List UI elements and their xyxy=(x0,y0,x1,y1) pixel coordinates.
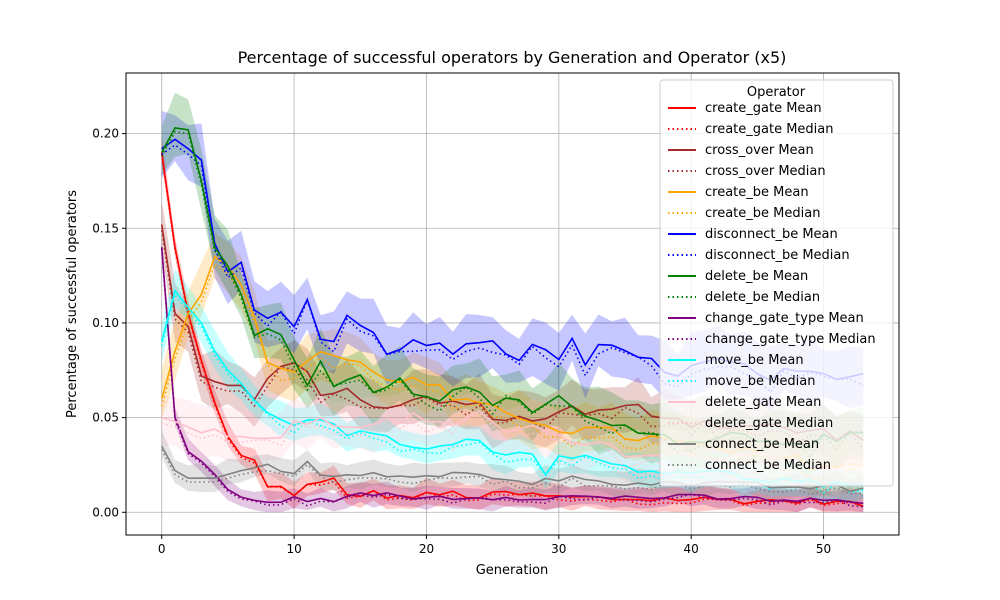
y-tick-label: 0.15 xyxy=(92,221,119,235)
x-axis-ticks: 0 10 20 30 40 50 xyxy=(158,535,831,556)
legend-label-median-create_be: create_be Median xyxy=(705,206,820,221)
legend: Operator create_gate Mean create_gate Med… xyxy=(659,79,894,487)
x-axis-label: Generation xyxy=(476,563,549,578)
legend-title: Operator xyxy=(747,85,806,100)
legend-label-median-delete_be: delete_be Median xyxy=(705,290,820,305)
x-tick-label: 40 xyxy=(684,542,699,556)
legend-label-mean-cross_over: cross_over Mean xyxy=(705,143,814,158)
legend-label-mean-connect_be: connect_be Mean xyxy=(705,437,819,452)
y-tick-label: 0.05 xyxy=(92,411,119,425)
legend-label-median-delete_gate: delete_gate Median xyxy=(705,416,833,431)
legend-label-mean-disconnect_be: disconnect_be Mean xyxy=(705,227,838,242)
median-line-move_be xyxy=(160,292,864,495)
mean-line-change_gate_type xyxy=(160,247,864,505)
plot-frame xyxy=(125,72,900,536)
legend-label-mean-change_gate_type: change_gate_type Mean xyxy=(705,311,864,326)
legend-label-mean-delete_gate: delete_gate Mean xyxy=(705,395,821,410)
legend-label-mean-delete_be: delete_be Mean xyxy=(705,269,808,284)
x-tick-label: 30 xyxy=(551,542,566,556)
legend-label-median-create_gate: create_gate Median xyxy=(705,122,834,137)
mean-line-create_gate xyxy=(160,152,864,507)
median-line-connect_be xyxy=(160,449,864,496)
median-line-change_gate_type xyxy=(160,249,864,508)
legend-box xyxy=(659,79,894,487)
band-delete_be xyxy=(161,92,864,481)
legend-label-mean-move_be: move_be Mean xyxy=(705,353,804,368)
chart-title: Percentage of successful operators by Ge… xyxy=(238,48,787,67)
legend-label-mean-create_be: create_be Mean xyxy=(705,185,809,200)
y-tick-label: 0.10 xyxy=(92,316,119,330)
legend-label-median-connect_be: connect_be Median xyxy=(705,458,831,473)
legend-label-median-disconnect_be: disconnect_be Median xyxy=(705,248,850,263)
y-tick-label: 0.00 xyxy=(92,505,119,519)
y-tick-label: 0.20 xyxy=(92,127,119,141)
y-axis-ticks: 0.00 0.05 0.10 0.15 0.20 xyxy=(92,127,126,519)
x-tick-label: 10 xyxy=(286,542,301,556)
legend-label-median-cross_over: cross_over Median xyxy=(705,164,826,179)
x-tick-label: 20 xyxy=(419,542,434,556)
y-axis-label: Percentage of successful operators xyxy=(65,190,80,418)
median-line-create_gate xyxy=(160,154,864,508)
legend-label-mean-create_gate: create_gate Mean xyxy=(705,101,822,116)
x-tick-label: 0 xyxy=(158,542,166,556)
legend-label-median-move_be: move_be Median xyxy=(705,374,815,389)
legend-label-median-change_gate_type: change_gate_type Median xyxy=(705,332,876,347)
band-change_gate_type xyxy=(161,238,864,513)
median-line-disconnect_be xyxy=(161,144,864,394)
x-tick-label: 50 xyxy=(816,542,831,556)
